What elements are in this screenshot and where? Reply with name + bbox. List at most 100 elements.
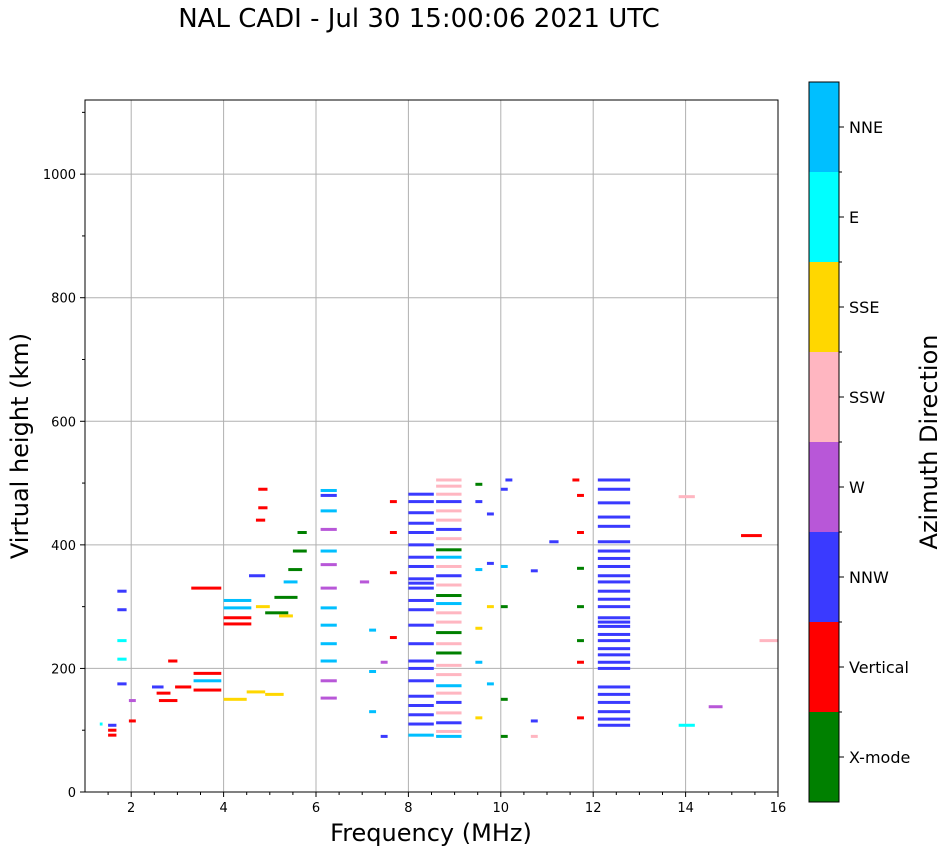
echo-trace (223, 622, 252, 626)
echo-trace (678, 495, 695, 499)
echo-trace (597, 700, 631, 704)
echo-trace (436, 651, 462, 655)
echo-trace (597, 653, 631, 657)
echo-trace (475, 660, 483, 664)
y-tick-label: 400 (51, 539, 76, 554)
echo-trace (436, 611, 462, 615)
echo-trace (320, 642, 337, 646)
echo-trace (597, 478, 631, 482)
echo-trace (597, 540, 631, 544)
echo-trace (597, 710, 631, 714)
echo-trace (408, 704, 434, 707)
echo-trace (320, 509, 337, 513)
colorbar-frame (808, 81, 840, 803)
echo-trace (436, 527, 462, 531)
echo-trace (408, 531, 434, 534)
y-tick-label: 600 (51, 415, 76, 430)
echo-trace (597, 574, 631, 578)
echo-trace (274, 595, 298, 599)
echo-trace (500, 605, 508, 609)
echo-trace (505, 478, 513, 482)
echo-trace (436, 500, 462, 504)
colorbar-swatch (809, 172, 839, 262)
echo-trace (258, 506, 268, 510)
colorbar-tick-label: W (849, 478, 865, 497)
echo-trace (408, 694, 434, 698)
colorbar-tick-label: X-mode (849, 748, 910, 767)
echo-trace (108, 728, 117, 732)
echo-trace (436, 555, 462, 559)
echo-trace (408, 598, 434, 602)
echo-trace (99, 722, 103, 726)
echo-trace (108, 723, 117, 727)
echo-trace (436, 548, 462, 552)
echo-trace (408, 642, 434, 646)
colorbar-swatch (809, 622, 839, 712)
echo-trace (597, 723, 631, 727)
echo-trace (408, 543, 434, 547)
echo-trace (597, 605, 631, 609)
echo-trace (156, 691, 171, 695)
echo-trace (320, 549, 337, 553)
echo-trace (408, 521, 434, 525)
colorbar: X-mode Vertical NNW W SSW SSE E NNE (808, 81, 910, 803)
echo-trace (297, 531, 307, 534)
echo-trace (678, 723, 695, 727)
echo-trace (193, 671, 222, 675)
echo-trace (597, 632, 631, 636)
echo-trace (249, 574, 266, 578)
echo-trace (486, 561, 494, 565)
echo-trace (597, 685, 631, 689)
echo-trace (759, 639, 778, 643)
echo-trace (191, 586, 222, 590)
y-tick-label: 800 (51, 292, 76, 307)
colorbar-swatch (809, 712, 839, 802)
echo-trace (577, 716, 584, 720)
echo-trace (320, 586, 337, 590)
echo-trace (597, 580, 631, 584)
echo-trace (500, 487, 508, 491)
echo-trace (597, 639, 631, 643)
echo-trace (369, 670, 377, 674)
echo-trace (475, 626, 483, 630)
echo-trace (436, 564, 462, 568)
echo-trace (128, 719, 136, 723)
echo-trace (283, 580, 298, 584)
echo-trace (408, 581, 434, 585)
echo-trace (436, 518, 462, 522)
echo-trace (597, 666, 631, 670)
echo-trace (389, 571, 397, 575)
x-tick-label: 2 (127, 801, 135, 816)
echo-trace (117, 589, 127, 593)
colorbar-tick-label: E (849, 208, 859, 227)
echo-trace (193, 679, 222, 683)
echo-trace (436, 602, 462, 606)
echo-trace (475, 482, 483, 486)
echo-trace (223, 606, 252, 610)
echo-trace (279, 614, 293, 618)
echo-trace (597, 564, 631, 568)
echo-trace (255, 605, 270, 609)
echo-trace (530, 734, 538, 738)
echo-trace (168, 659, 178, 663)
echo-trace (408, 511, 434, 515)
echo-trace (408, 713, 434, 717)
echo-trace (436, 478, 462, 482)
echo-trace (408, 623, 434, 627)
colorbar-label: Azimuth Direction (915, 335, 943, 550)
echo-trace (436, 484, 462, 488)
colorbar-swatch (809, 352, 839, 442)
echo-trace (320, 623, 337, 627)
echo-trace (486, 512, 494, 516)
echo-trace (436, 711, 462, 715)
echo-trace (549, 540, 559, 544)
echo-trace (597, 487, 631, 491)
echo-trace (597, 501, 631, 505)
echo-trace (436, 729, 462, 733)
echo-trace (436, 574, 462, 578)
echo-trace (500, 697, 508, 701)
echo-trace (597, 589, 631, 593)
echo-trace (597, 597, 631, 601)
chart-title: NAL CADI - Jul 30 15:00:06 2021 UTC (178, 4, 660, 34)
echo-trace (128, 699, 136, 703)
